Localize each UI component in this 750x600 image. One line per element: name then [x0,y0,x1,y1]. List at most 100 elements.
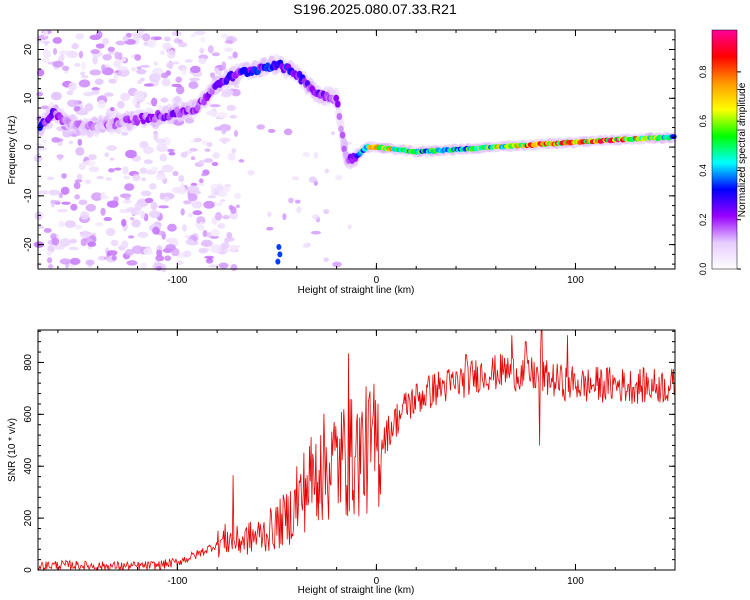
spectral-noise-point [230,264,238,271]
spectral-noise-point [56,208,68,213]
spectral-noise-point [144,197,154,204]
spectral-noise-point [73,181,81,190]
spectral-noise-point [167,223,177,232]
spectral-noise-point [313,152,319,159]
spectral-noise-point [88,232,97,236]
snr-y-axis-label: SNR (10 * v/v) [7,418,18,482]
spectral-noise-point [188,81,199,90]
spectral-noise-point [187,193,198,202]
spectral-noise-point [51,237,60,246]
spectral-noise-point [143,247,153,256]
spectral-noise-point [69,257,81,265]
spectral-noise-point [131,98,138,106]
spectral-noise-point [171,31,182,37]
colorbar-tick-label: 0.8 [698,66,708,79]
spectral-noise-point [180,182,185,192]
spectral-noise-point [161,78,171,87]
spectral-noise-point [36,68,45,77]
colorbar: 0.0 0.2 0.4 0.6 0.8 Normalized spectral ampl… [698,29,748,275]
spectral-ridge-point [333,94,339,102]
spectral-noise-point [190,182,198,187]
spectral-noise-point [294,199,301,204]
spectral-noise-point [36,91,43,97]
spectral-noise-point [58,220,65,228]
spectral-noise-point [136,66,142,70]
y-tick-label: 20 [23,44,34,56]
figure-title: S196.2025.080.07.33.R21 [293,1,457,17]
spectral-noise-point [226,231,233,239]
spectral-noise-point [106,200,119,208]
spectral-noise-point [103,92,114,97]
spectral-noise-point [158,205,170,209]
spectral-noise-point [137,200,145,204]
spectral-noise-point [126,260,138,266]
spectral-noise-point [120,208,128,213]
spectral-noise-point [199,221,204,230]
spectral-noise-point [175,76,183,83]
spectral-noise-point [134,54,142,61]
snr-line-series [37,329,675,572]
spectral-noise-point [160,50,165,55]
spectral-noise-point [288,197,294,204]
spectral-noise-point [210,244,222,254]
spectral-noise-point [94,78,104,85]
spectrogram-frame [37,29,676,270]
snr-x-ticks: -100 0 100 [57,330,656,587]
spectral-noise-point [171,186,182,194]
y-tick-label: -10 [23,188,34,203]
x-tick-label: 0 [374,275,380,286]
spectral-noise-point [147,39,157,48]
spectral-noise-point [190,156,196,161]
x-tick-label: 100 [567,576,584,587]
spectral-noise-point [178,175,185,183]
spectral-noise-point [37,225,45,229]
spectral-noise-point [67,99,79,108]
spectral-noise-point [184,59,193,63]
spectral-noise-point [113,167,122,171]
spectral-noise-point [223,47,234,52]
spectral-noise-point [207,195,216,199]
x-tick-label: -100 [167,576,187,587]
spectral-noise-point [143,146,154,155]
spectral-noise-point [323,257,329,263]
y-tick-label: 800 [23,354,34,371]
spectral-noise-point [140,77,145,82]
spectral-noise-point [68,246,79,251]
spectral-noise-point [192,210,203,216]
spectral-noise-point [163,36,171,42]
spectral-noise-point [247,169,255,176]
spectral-noise-point [161,164,174,173]
spectral-noise-point [182,250,192,258]
spectral-noise-point [160,72,169,79]
spectral-noise-point [106,145,118,151]
spectral-noise-point [189,77,200,82]
spectral-noise-point [121,240,129,249]
spectral-noise-point [85,203,97,212]
spectral-noise-point [101,37,110,45]
spectral-noise-point [80,71,86,76]
spectral-noise-point [204,148,211,152]
spectral-noise-point [116,65,129,71]
spectral-noise-point [206,232,212,238]
spectral-noise-point [143,83,154,87]
y-tick-label: -20 [23,237,34,252]
snr-panel: -100 0 100 0 200 400 600 800 Height of straigh… [7,329,676,596]
spectrogram-x-ticks: -100 0 100 [57,30,656,286]
spectral-noise-point [55,138,64,142]
spectral-noise-point [233,84,240,89]
spectral-noise-point [81,61,86,70]
spectral-noise-point [199,47,205,54]
spectral-noise-point [50,91,62,101]
spectrogram-y-ticks: -20 -10 0 10 20 [23,29,675,265]
spectral-noise-point [153,36,162,41]
spectral-noise-point [88,154,97,161]
spectral-noise-point [149,73,161,83]
spectral-noise-point [155,254,164,262]
spectral-noise-point [159,153,168,162]
spectral-noise-point [153,61,158,66]
spectral-noise-point [165,61,174,69]
spectral-noise-point [181,67,187,76]
spectral-noise-point [171,83,182,88]
spectral-noise-point [140,210,146,219]
